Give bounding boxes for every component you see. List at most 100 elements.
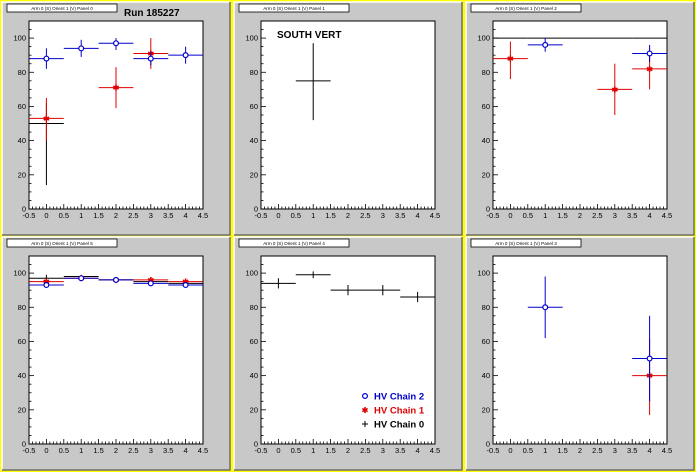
x-tick-label: 3.5 [395,211,405,220]
panel-bevel-dark [234,2,463,236]
panel-bevel-dark [2,237,231,471]
panel-bevel-light [1,236,230,470]
y-tick-label: 80 [482,68,490,77]
panel-5: Arm 0 (S) Orient 1 (V) Panel 3-0.5 0 0.5 1 1… [465,236,695,471]
panel-1: Arm 0 (S) Orient 1 (V) Panel 1-0.5 0 0.5 1 1… [233,1,463,236]
panel-0: Arm 0 (S) Orient 1 (V) Panel 0-0.5 0 0.5 1 1… [1,1,231,236]
x-tick-label: 1.5 [325,211,335,220]
y-tick-label: 60 [250,337,258,346]
x-tick-label: 1 [79,446,83,455]
x-tick-label: 4 [648,211,652,220]
plot-frame [492,20,668,210]
y-tick-label: 40 [482,136,490,145]
legend-star-marker: ✱ [362,406,369,415]
x-tick-label: 1.5 [557,446,567,455]
y-tick-label: 80 [250,303,258,312]
circle-marker [147,280,154,287]
x-tick-label: 1 [543,446,547,455]
x-tick-label: 0.5 [291,446,301,455]
x-tick-label: 2.5 [592,211,602,220]
x-tick-label: 2 [578,211,582,220]
series-2 [29,38,203,69]
x-tick-label: 0.5 [59,446,69,455]
data-point [365,285,401,296]
panel-title: Arm 0 (S) Orient 1 (V) Panel 1 [263,6,325,11]
x-tick-label: 1.5 [557,211,567,220]
y-tick-label: 60 [18,102,26,111]
data-point: ✱ [29,97,64,141]
data-point [63,39,99,57]
legend-label: HV Chain 1 [374,406,425,417]
x-tick-label: 0 [276,446,280,455]
y-tick-label: 0 [22,205,26,214]
x-tick-label: 4.5 [430,446,440,455]
x-tick-label: 1 [311,211,315,220]
data-point [63,275,99,282]
x-tick-label: 3.5 [163,211,173,220]
panel-title-box [470,3,582,13]
circle-marker [646,50,653,57]
x-tick-label: 4 [416,211,420,220]
data-point [400,291,435,303]
x-tick-label: 4.5 [662,446,672,455]
panel-title-box [238,3,350,13]
x-tick-label: 2.5 [592,446,602,455]
circle-marker [182,282,189,289]
x-tick-label: 2 [114,446,118,455]
circle-marker [112,40,119,47]
x-tick-label: 2.5 [128,211,138,220]
x-tick-label: 3 [149,211,153,220]
x-tick-label: 1 [311,446,315,455]
x-tick-label: -0.5 [255,446,268,455]
data-point [133,280,169,287]
x-tick-label: 2.5 [128,446,138,455]
data-point [29,282,64,289]
y-tick-label: 60 [18,337,26,346]
data-point: ✱ [493,41,528,80]
x-tick-label: 3.5 [627,446,637,455]
data-point [168,282,203,289]
x-tick-label: 0.5 [523,211,533,220]
plot-frame [492,255,668,445]
panel-bevel-dark [2,2,231,236]
x-tick-label: 4.5 [430,211,440,220]
y-tick-label: 0 [254,440,258,449]
y-tick-label: 80 [250,68,258,77]
circle-marker [182,52,189,59]
y-tick-label: 20 [18,170,26,179]
circle-marker [112,276,119,283]
data-point: ✱ [98,67,134,109]
panel-title-box [6,3,118,13]
legend-label: HV Chain 2 [374,392,424,403]
y-tick-label: 80 [18,68,26,77]
legend-entry: ✱ HV Chain 1 [362,406,425,417]
panel-bevel-light [465,1,694,235]
plot-frame [260,20,436,210]
x-tick-label: 3 [381,446,385,455]
series-0 [261,271,435,303]
x-tick-label: 4.5 [198,211,208,220]
data-point [295,271,331,279]
y-tick-label: 40 [482,371,490,380]
circle-marker [646,355,653,362]
circle-marker [78,45,85,52]
legend-entry: HV Chain 0 [362,420,424,431]
star-marker: ✱ [113,84,120,93]
x-tick-label: 0 [508,211,512,220]
y-tick-label: 100 [477,269,490,278]
star-marker: ✱ [646,65,653,74]
y-tick-label: 60 [482,102,490,111]
y-tick-label: 0 [486,440,490,449]
x-tick-label: 3 [149,446,153,455]
data-point [168,46,203,64]
panel-title: Arm 0 (S) Orient 1 (V) Panel 5 [31,241,93,246]
panel-title-box [238,238,350,248]
x-tick-label: 3.5 [627,211,637,220]
y-tick-label: 60 [250,102,258,111]
y-tick-label: 60 [482,337,490,346]
data-point [632,315,667,402]
x-tick-label: -0.5 [255,211,268,220]
y-tick-label: 20 [250,405,258,414]
data-point [632,44,667,63]
